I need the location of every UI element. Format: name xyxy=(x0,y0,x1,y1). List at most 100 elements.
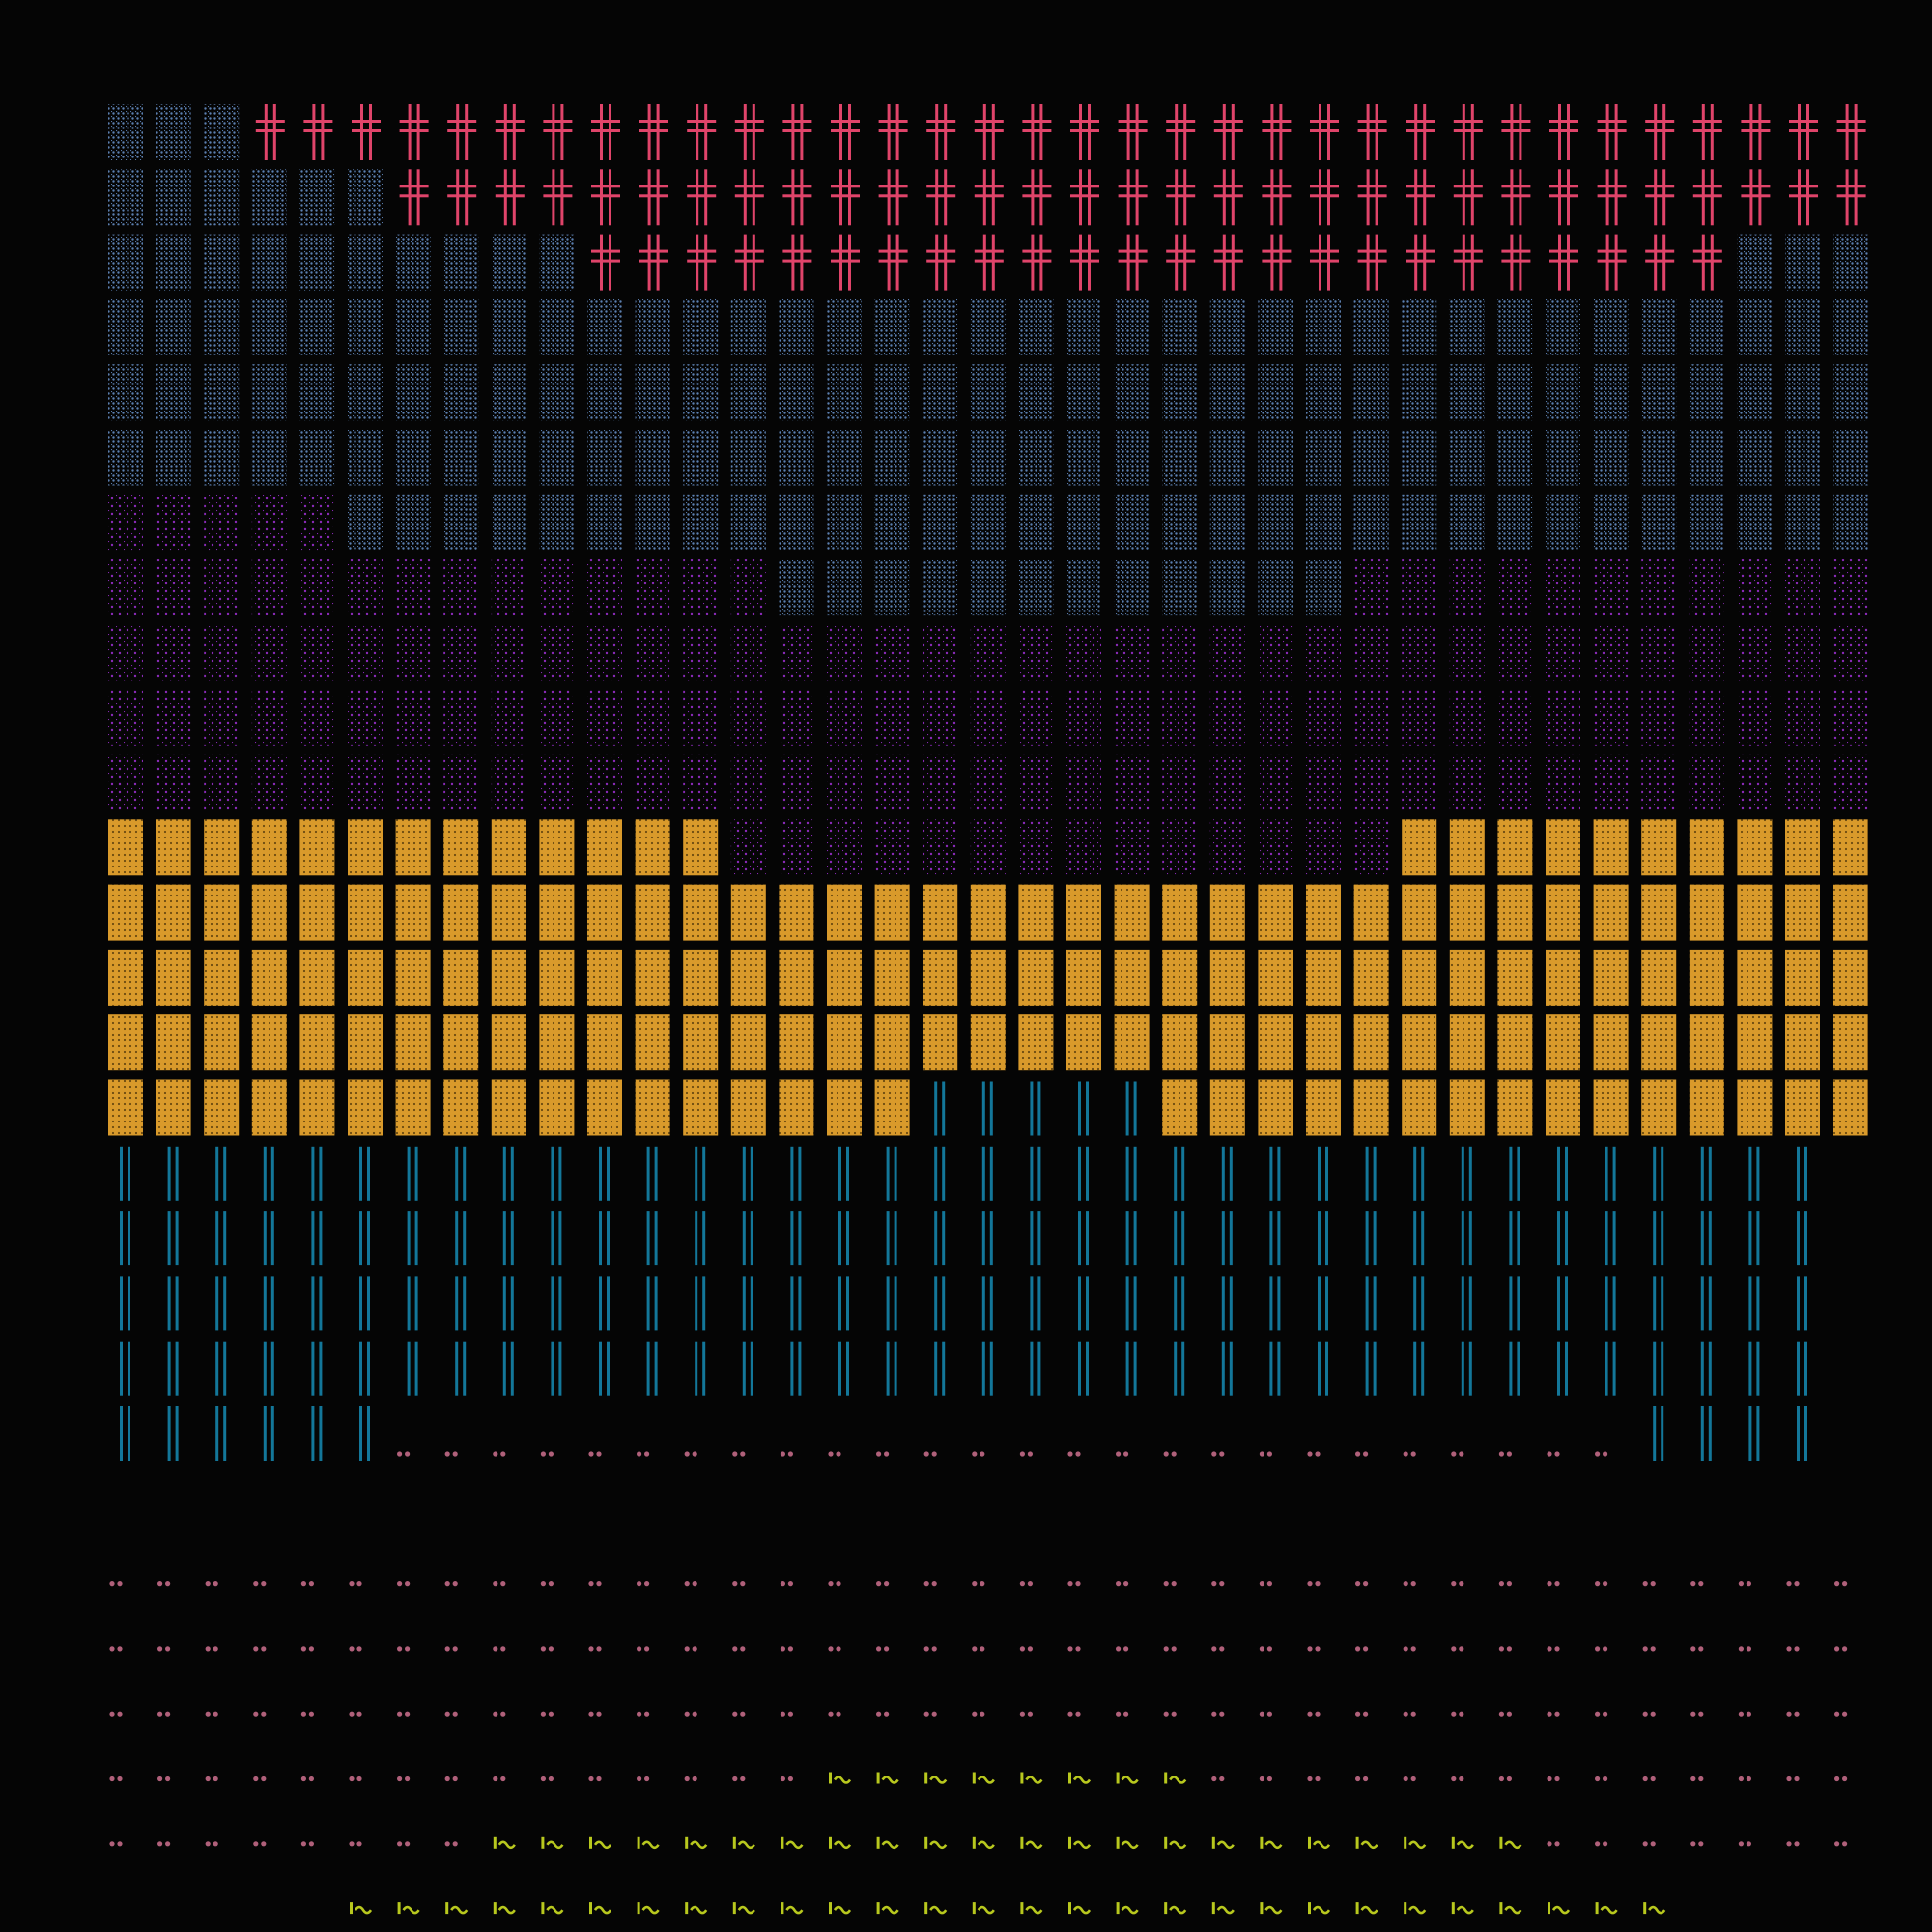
blue-dot-block xyxy=(395,429,431,486)
pink-dot-pair xyxy=(540,1776,554,1782)
pink-dot-pair xyxy=(732,1646,746,1652)
purple-dot-block xyxy=(730,624,766,681)
blue-dot-block xyxy=(299,234,335,291)
blue-dot-block xyxy=(1018,364,1054,421)
pink-dot-pair xyxy=(923,1646,937,1652)
blue-dot-block xyxy=(1114,364,1150,421)
blue-dot-block xyxy=(635,494,670,551)
blue-dot-block xyxy=(1114,298,1150,355)
blue-dot-block xyxy=(251,364,287,421)
double-bar-glyph xyxy=(790,1276,802,1331)
double-cross-glyph xyxy=(1692,169,1722,226)
pink-dot-pair xyxy=(349,1646,362,1652)
pink-dot-pair xyxy=(637,1776,650,1782)
double-bar-glyph xyxy=(695,1211,706,1266)
double-cross-glyph xyxy=(591,169,620,226)
purple-dot-block xyxy=(730,559,766,616)
purple-dot-block xyxy=(1018,819,1054,876)
tilde-glyph xyxy=(1164,1772,1187,1784)
pink-dot-pair xyxy=(1498,1711,1512,1717)
blue-dot-block xyxy=(1066,298,1101,355)
blue-dot-block xyxy=(1114,559,1150,616)
double-bar-glyph xyxy=(1365,1341,1377,1396)
pink-dot-pair xyxy=(1355,1711,1369,1717)
purple-dot-block xyxy=(1353,624,1389,681)
gold-dot-block xyxy=(874,1014,910,1071)
double-cross-glyph xyxy=(639,104,668,160)
gold-dot-block xyxy=(1593,1014,1629,1071)
double-bar-glyph xyxy=(1365,1276,1377,1331)
pink-dot-pair xyxy=(253,1581,267,1587)
gold-dot-block xyxy=(1162,1079,1198,1136)
purple-dot-block xyxy=(348,754,383,810)
double-bar-glyph xyxy=(695,1276,706,1331)
pink-dot-pair xyxy=(493,1776,506,1782)
blue-dot-block xyxy=(1258,494,1293,551)
pink-dot-pair xyxy=(1116,1451,1129,1457)
double-bar-glyph xyxy=(215,1406,227,1461)
pink-dot-pair xyxy=(1403,1776,1416,1782)
purple-dot-block xyxy=(874,624,910,681)
pink-dot-pair xyxy=(1690,1841,1704,1847)
tilde-glyph xyxy=(397,1902,420,1915)
blue-dot-block xyxy=(299,429,335,486)
double-bar-glyph xyxy=(551,1211,562,1266)
purple-dot-block xyxy=(635,559,670,616)
double-bar-glyph xyxy=(646,1211,658,1266)
double-cross-glyph xyxy=(543,104,573,160)
double-bar-glyph xyxy=(1700,1276,1712,1331)
purple-dot-block xyxy=(1497,689,1533,746)
double-cross-glyph xyxy=(1357,169,1387,226)
gold-dot-block xyxy=(730,949,766,1006)
purple-dot-block xyxy=(1546,624,1580,681)
double-bar-glyph xyxy=(455,1146,467,1201)
purple-dot-block xyxy=(1353,754,1389,810)
gold-dot-block xyxy=(1641,884,1677,941)
purple-dot-block xyxy=(1306,689,1341,746)
double-cross-glyph xyxy=(782,234,812,291)
gold-dot-block xyxy=(395,819,431,876)
pink-dot-pair xyxy=(732,1711,746,1717)
tilde-glyph xyxy=(1116,1836,1139,1850)
tilde-glyph xyxy=(589,1836,612,1850)
pink-dot-pair xyxy=(1738,1841,1751,1847)
gold-dot-block xyxy=(1114,884,1150,941)
double-bar-glyph xyxy=(407,1146,418,1201)
double-cross-glyph xyxy=(974,169,1004,226)
tilde-glyph xyxy=(1020,1902,1043,1915)
double-bar-glyph xyxy=(1221,1146,1233,1201)
double-cross-glyph xyxy=(1022,104,1052,160)
gold-dot-block xyxy=(1449,949,1485,1006)
double-cross-glyph xyxy=(974,234,1004,291)
purple-dot-block xyxy=(1546,754,1580,810)
pink-dot-pair xyxy=(253,1776,267,1782)
gold-dot-block xyxy=(491,949,526,1006)
double-bar-glyph xyxy=(1030,1341,1041,1396)
pink-dot-pair xyxy=(1259,1646,1272,1652)
gold-dot-block xyxy=(1258,1079,1293,1136)
purple-dot-block xyxy=(251,754,287,810)
blue-dot-block xyxy=(1497,298,1533,355)
double-bar-glyph xyxy=(120,1211,130,1266)
blue-dot-block xyxy=(1353,298,1389,355)
double-cross-glyph xyxy=(1453,104,1483,160)
double-bar-glyph xyxy=(551,1146,562,1201)
gold-dot-block xyxy=(1737,1079,1773,1136)
double-bar-glyph xyxy=(886,1341,897,1396)
tilde-glyph xyxy=(1404,1902,1427,1915)
gold-dot-block xyxy=(204,949,240,1006)
tilde-glyph xyxy=(1499,1902,1522,1915)
purple-dot-block xyxy=(1209,689,1245,746)
double-bar-glyph xyxy=(551,1341,562,1396)
gold-dot-block xyxy=(108,819,143,876)
pink-dot-pair xyxy=(1451,1646,1464,1652)
double-bar-glyph xyxy=(215,1146,227,1201)
pink-dot-pair xyxy=(876,1451,890,1457)
blue-dot-block xyxy=(348,429,383,486)
double-bar-glyph xyxy=(981,1211,993,1266)
blue-dot-block xyxy=(1737,298,1773,355)
blue-dot-block xyxy=(348,494,383,551)
pink-dot-pair xyxy=(1307,1581,1321,1587)
double-bar-glyph xyxy=(1557,1276,1568,1331)
double-bar-glyph xyxy=(1509,1276,1520,1331)
